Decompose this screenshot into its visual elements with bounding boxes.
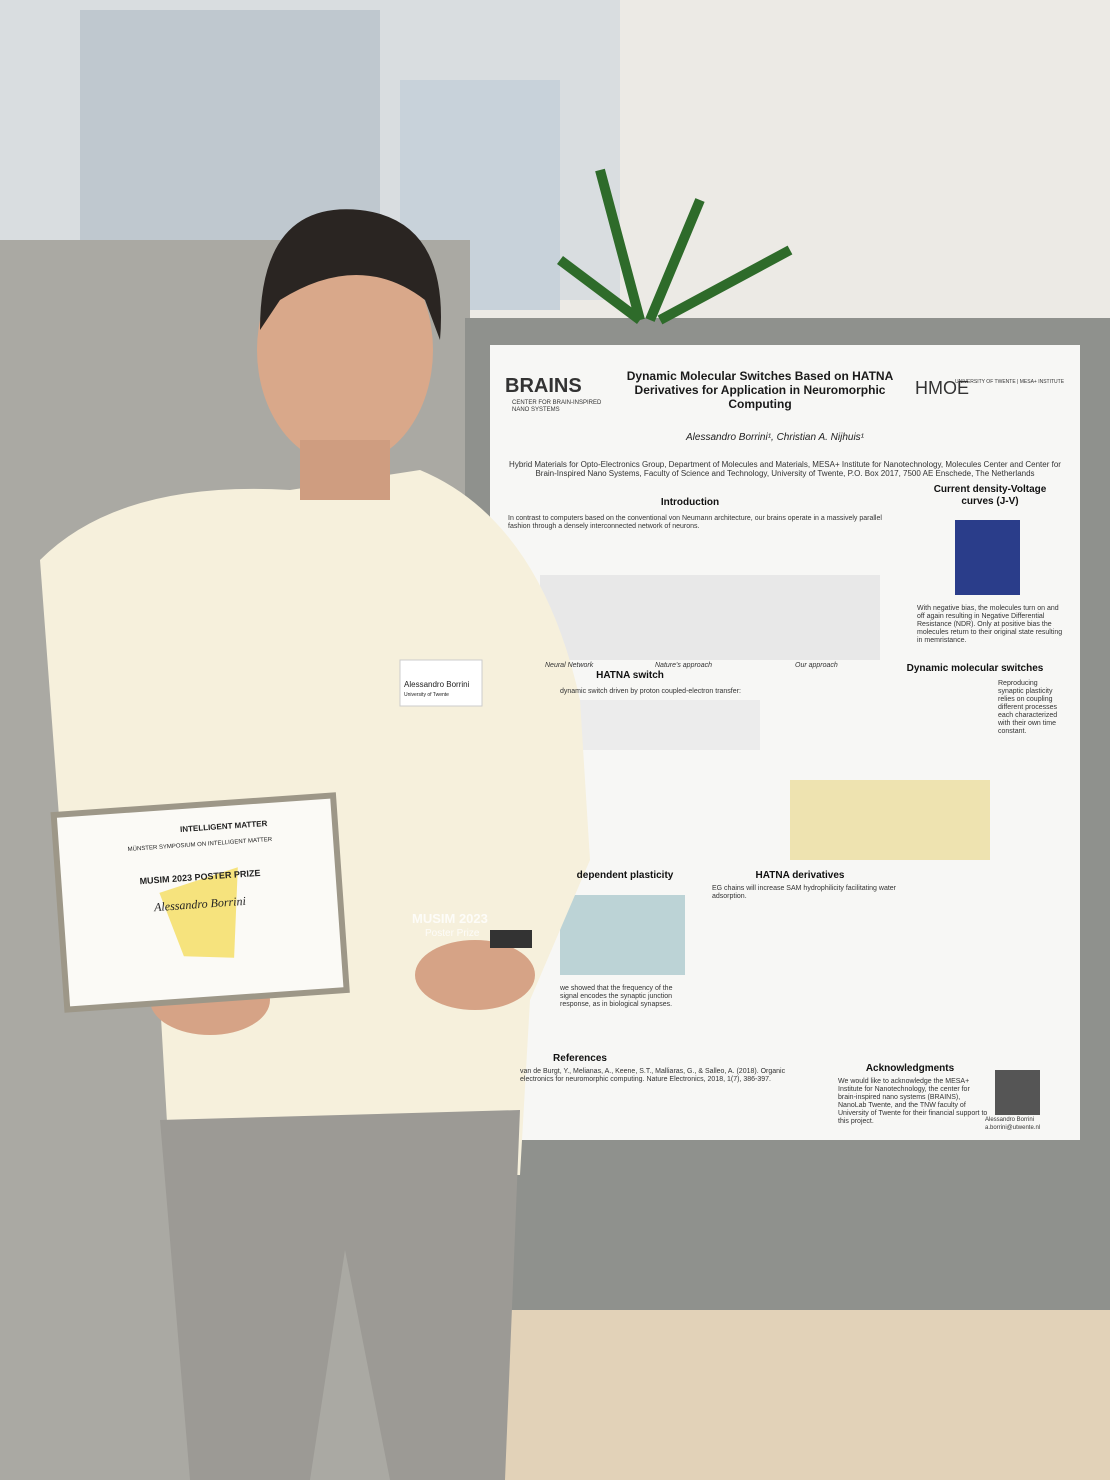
section-text: van de Burgt, Y., Melianas, A., Keene, S…: [520, 1068, 786, 1084]
logo-sub: UNIVERSITY OF TWENTE | MESA+ INSTITUTE: [955, 379, 1065, 385]
section-text: We would like to acknowledge the MESA+ I…: [838, 1078, 988, 1126]
hair: [260, 209, 441, 340]
section-text: In contrast to computers based on the co…: [508, 515, 882, 531]
section-text: Reproducing synaptic plasticity relies o…: [998, 680, 1058, 736]
neck: [300, 440, 390, 500]
figure-label: Nature's approach: [655, 662, 712, 669]
poster-title: Dynamic Molecular Switches Based on HATN…: [626, 369, 894, 411]
badge-affiliation: University of Twente: [404, 692, 449, 698]
hand: [415, 940, 535, 1010]
badge-name: Alessandro Borrini: [404, 680, 470, 689]
logo-sub: CENTER FOR BRAIN-INSPIRED NANO SYSTEMS: [512, 400, 602, 413]
contact-email: a.borrini@utwente.nl: [985, 1125, 1041, 1131]
figure-label: Neural Network: [545, 662, 594, 669]
shirt-print: Poster Prize: [425, 928, 480, 939]
section-heading: Dynamic molecular switches: [906, 663, 1044, 674]
section-text: EG chains will increase SAM hydrophilici…: [712, 885, 897, 901]
section-heading: Introduction: [660, 497, 720, 508]
section-heading: dependent plasticity: [576, 870, 674, 881]
poster-authors: Alessandro Borrini¹, Christian A. Nijhui…: [685, 432, 865, 443]
certificate-group: [50, 792, 350, 1013]
face: [257, 235, 433, 465]
section-text: With negative bias, the molecules turn o…: [917, 605, 1063, 645]
section-heading: HATNA switch: [596, 670, 664, 681]
figure-label: Our approach: [795, 662, 838, 669]
poster-figure: [955, 520, 1020, 595]
blinds: [80, 10, 380, 240]
watch: [490, 930, 532, 948]
poster-figure: [560, 895, 685, 975]
poster-affiliation: Hybrid Materials for Opto-Electronics Gr…: [509, 460, 1061, 479]
certificate-graphic: [159, 867, 238, 958]
plant: [557, 168, 793, 325]
section-text: we showed that the frequency of the sign…: [560, 985, 673, 1009]
section-heading: Acknowledgments: [865, 1063, 955, 1074]
trousers: [160, 1110, 520, 1480]
shirt-print: MUSIM 2023: [412, 911, 488, 926]
section-text: dynamic switch driven by proton coupled-…: [560, 688, 741, 695]
section-heading: Current density-Voltage curves (J-V): [933, 484, 1047, 507]
section-heading: References: [553, 1053, 607, 1064]
section-heading: HATNA derivatives: [755, 870, 845, 881]
poster-figure: [790, 780, 990, 860]
poster-figure: [540, 575, 880, 660]
logo: BRAINS: [505, 375, 582, 397]
logo: HMOE: [915, 378, 969, 398]
poster-figure: [560, 700, 760, 750]
name-badge: [399, 659, 483, 707]
poster-photo: [995, 1070, 1040, 1115]
contact-name: Alessandro Borrini: [985, 1117, 1035, 1123]
